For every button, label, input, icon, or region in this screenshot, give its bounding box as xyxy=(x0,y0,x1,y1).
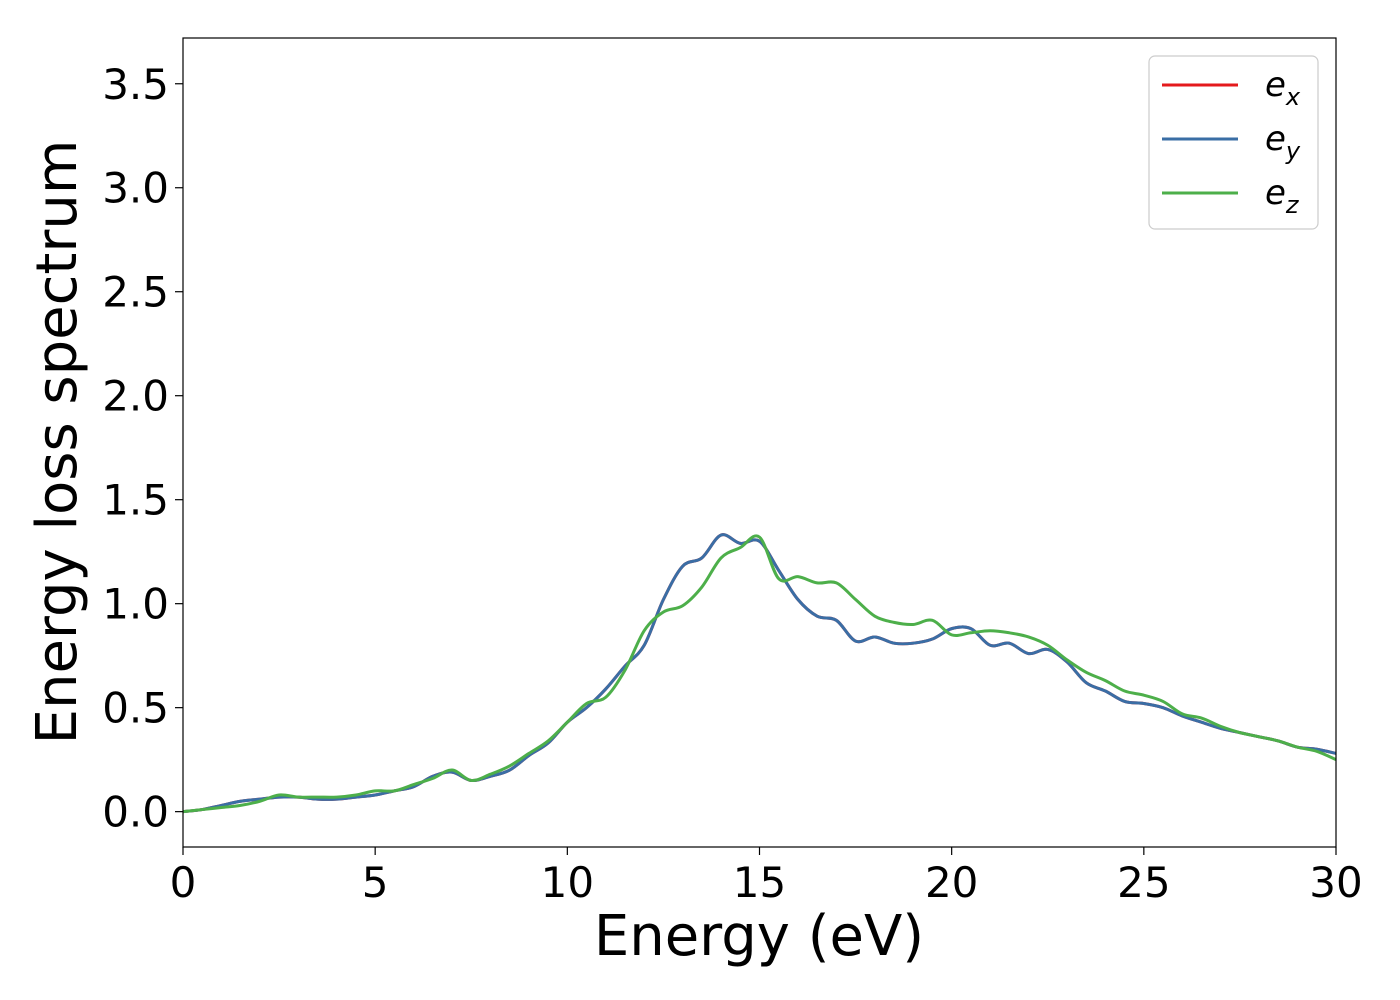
y-axis-title: Energy loss spectrum xyxy=(25,140,90,745)
x-tick-label: 15 xyxy=(733,858,786,907)
y-tick-label: 3.0 xyxy=(102,164,169,213)
x-tick-label: 10 xyxy=(541,858,594,907)
x-tick-label: 5 xyxy=(362,858,389,907)
y-tick-label: 1.0 xyxy=(102,580,169,629)
plot-area xyxy=(182,37,1337,848)
legend-box xyxy=(1148,55,1319,230)
legend-label-base: e xyxy=(1265,173,1286,213)
x-tick-label: 0 xyxy=(170,858,197,907)
x-axis: 0 5 10 15 20 25 30 xyxy=(170,847,1363,907)
y-tick-label: 1.5 xyxy=(102,476,169,525)
series-line-y xyxy=(183,533,1336,814)
x-axis-title: Energy (eV) xyxy=(594,904,924,969)
series-layer xyxy=(183,533,1336,814)
x-tick-label: 30 xyxy=(1309,858,1362,907)
x-tick-label: 25 xyxy=(1117,858,1170,907)
legend-label-subscript: y xyxy=(1285,137,1301,165)
y-tick-label: 2.0 xyxy=(102,372,169,421)
y-axis: 0.0 0.5 1.0 1.5 2.0 2.5 3.0 3.5 xyxy=(102,60,183,837)
legend-label-subscript: z xyxy=(1285,191,1300,219)
legend-label-subscript: x xyxy=(1285,83,1301,111)
series-line-z xyxy=(183,534,1336,814)
legend-label-x: ex xyxy=(1265,65,1301,111)
x-tick-label: 20 xyxy=(925,858,978,907)
y-tick-label: 0.0 xyxy=(102,788,169,837)
legend-label-base: e xyxy=(1265,119,1286,159)
y-tick-label: 2.5 xyxy=(102,268,169,317)
legend-label-y: ey xyxy=(1265,119,1301,165)
legend-label-z: ez xyxy=(1265,173,1300,219)
y-tick-label: 0.5 xyxy=(102,684,169,733)
y-tick-label: 3.5 xyxy=(102,60,169,109)
legend-label-base: e xyxy=(1265,65,1286,105)
